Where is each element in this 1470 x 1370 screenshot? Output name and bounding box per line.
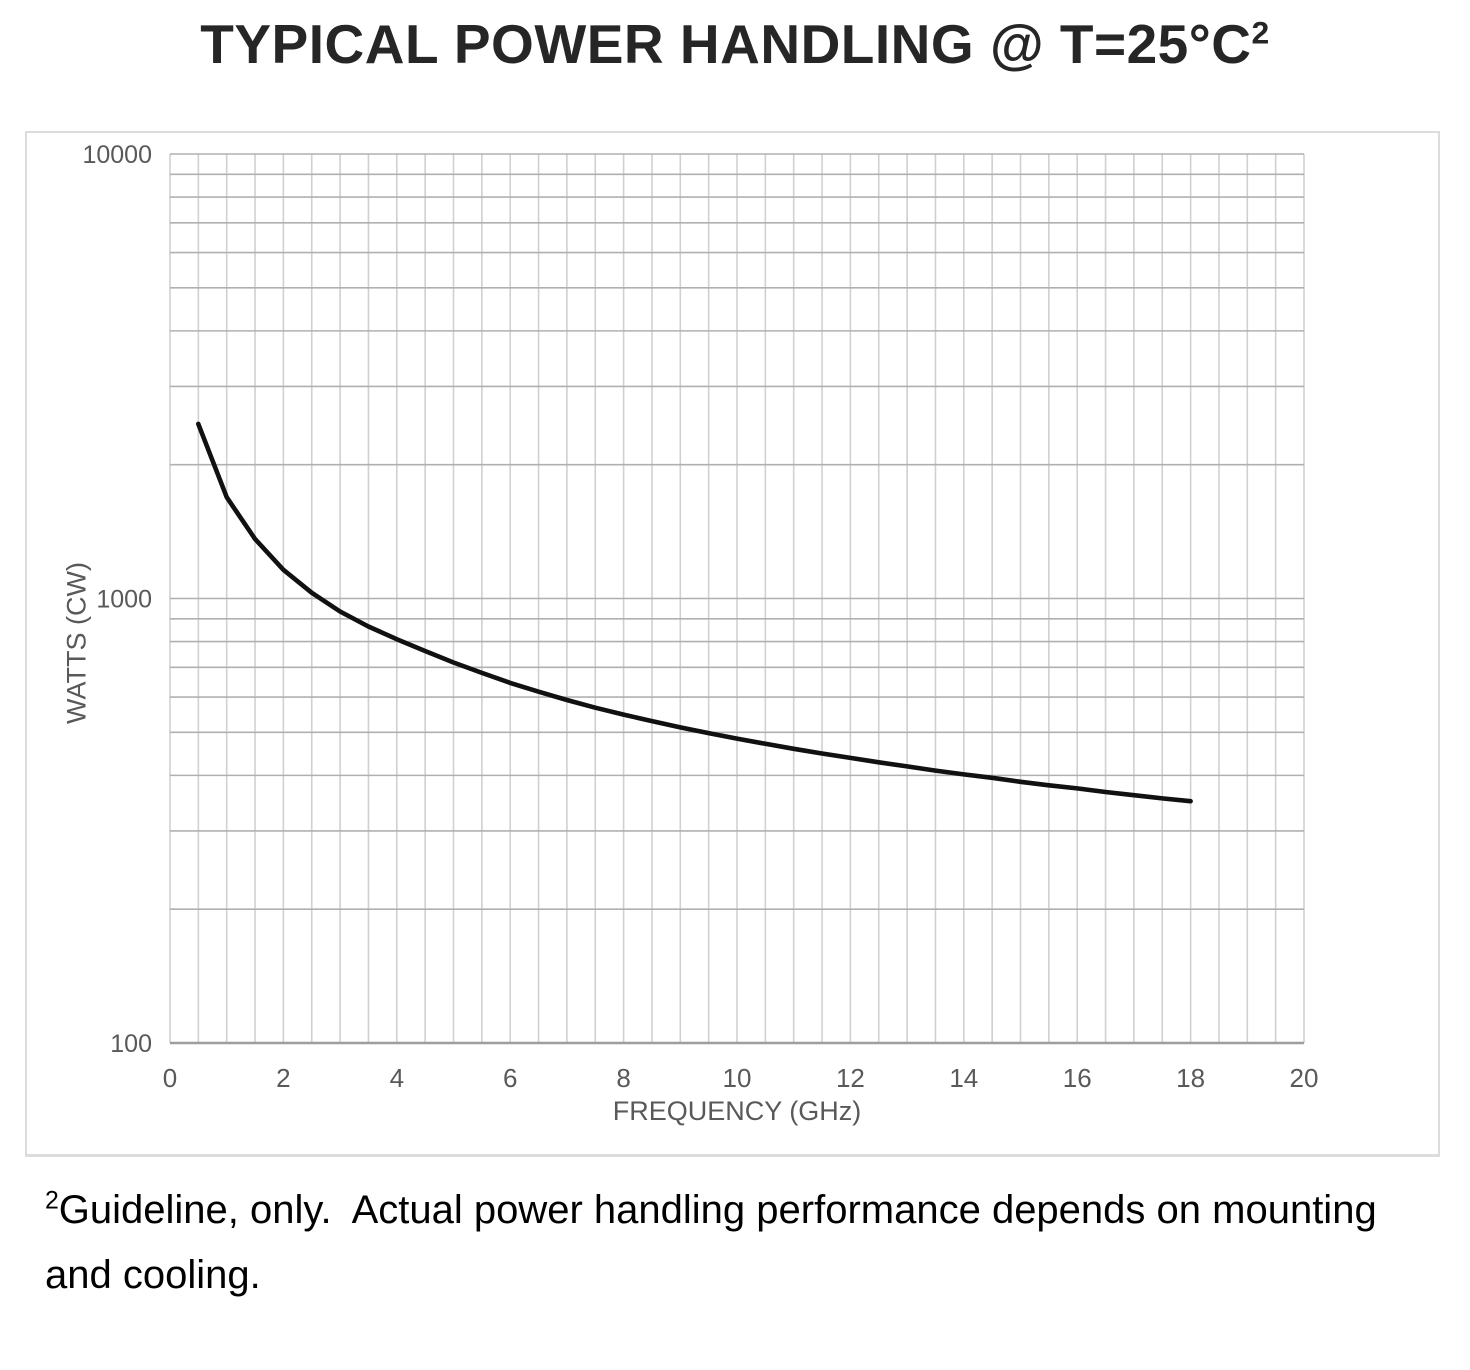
x-tick-label: 2 [276, 1063, 290, 1093]
x-tick-label: 16 [1063, 1063, 1092, 1093]
footnote: 2Guideline, only. Actual power handling … [45, 1178, 1425, 1308]
y-tick-label: 10000 [82, 141, 152, 169]
chart-title-superscript: 2 [1251, 14, 1270, 51]
y-tick-label: 100 [110, 1030, 152, 1058]
footnote-text: Guideline, only. Actual power handling p… [45, 1188, 1388, 1297]
power-handling-watts-cw-curve [196, 421, 1193, 804]
x-axis-title: FREQUENCY (GHz) [612, 1096, 862, 1126]
x-tick-label: 12 [836, 1063, 865, 1093]
y-tick-label: 1000 [96, 586, 152, 614]
chart-title: TYPICAL POWER HANDLING @ T=25°C2 [0, 12, 1470, 76]
chart-frame: 0 2 4 6 8 10 12 14 16 18 20 10000 1000 100 FREQUENCY … [25, 131, 1440, 1157]
x-tick-label: 8 [616, 1063, 630, 1093]
x-tick-label: 6 [503, 1063, 517, 1093]
x-tick-label: 4 [390, 1063, 404, 1093]
x-tick-label: 14 [949, 1063, 978, 1093]
chart-title-text: TYPICAL POWER HANDLING @ T=25°C [200, 13, 1252, 75]
x-tick-label: 10 [723, 1063, 752, 1093]
x-tick-label: 18 [1176, 1063, 1205, 1093]
x-tick-label: 0 [163, 1063, 177, 1093]
y-axis-title: WATTS (CW) [61, 562, 92, 724]
footnote-superscript: 2 [45, 1187, 59, 1215]
power-handling-chart: 0 2 4 6 8 10 12 14 16 18 20 10000 1000 100 [82, 141, 1319, 1093]
x-tick-label: 20 [1290, 1063, 1319, 1093]
